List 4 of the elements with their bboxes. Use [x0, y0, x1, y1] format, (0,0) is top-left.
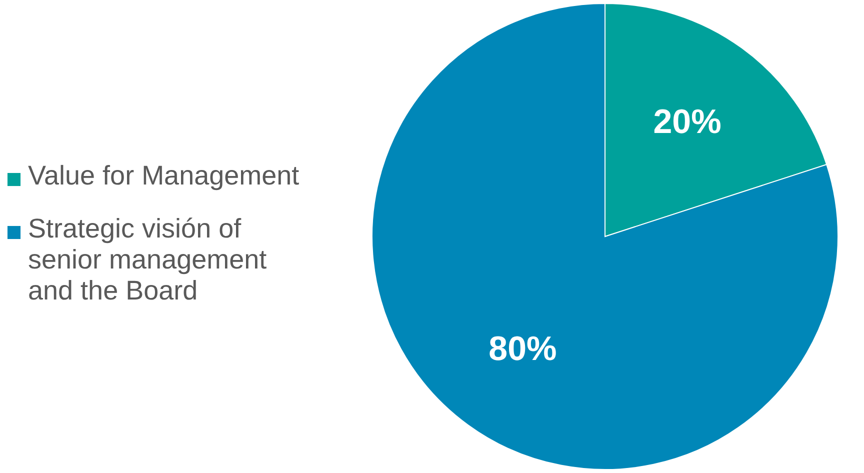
legend-label: Strategic visión of senior management and the Board — [28, 214, 268, 306]
data-label: 20% — [653, 103, 722, 142]
legend-label: Value for Management — [28, 160, 300, 190]
data-label: 80% — [488, 330, 557, 368]
